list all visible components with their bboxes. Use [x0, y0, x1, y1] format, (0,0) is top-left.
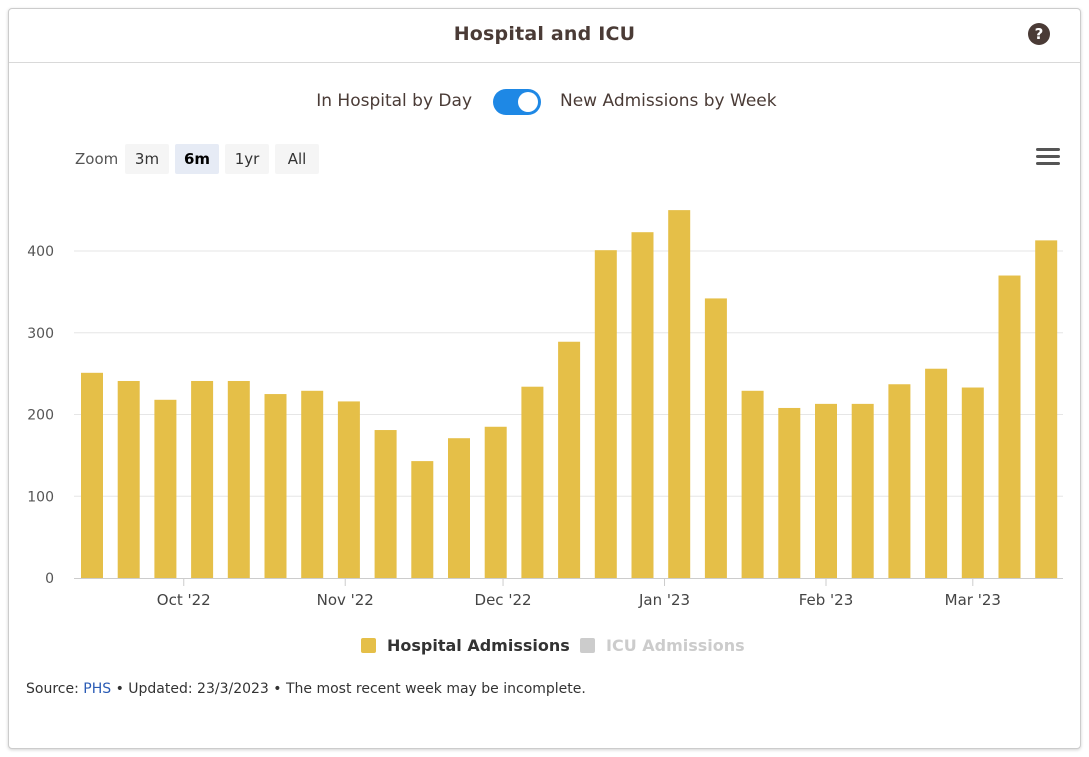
bar[interactable]: [961, 387, 984, 578]
legend-swatch-hospital: [361, 638, 376, 653]
bar[interactable]: [484, 426, 507, 578]
legend-label-hospital: Hospital Admissions: [387, 636, 570, 655]
bar[interactable]: [558, 341, 581, 578]
bar[interactable]: [668, 210, 691, 578]
view-toggle-row: In Hospital by Day New Admissions by Wee…: [9, 89, 1080, 115]
y-tick-label: 100: [27, 489, 54, 505]
toggle-knob: [518, 92, 538, 112]
legend-swatch-icu: [580, 638, 595, 653]
bar[interactable]: [337, 401, 360, 578]
chart-card: Hospital and ICU ? In Hospital by Day Ne…: [8, 8, 1081, 749]
bar[interactable]: [227, 380, 250, 578]
zoom-3m-button[interactable]: 3m: [125, 144, 169, 174]
chart-legend: Hospital Admissions ICU Admissions: [9, 636, 1080, 656]
bar[interactable]: [925, 368, 948, 578]
bar[interactable]: [117, 380, 140, 578]
y-tick-label: 200: [27, 408, 54, 424]
card-header: Hospital and ICU ?: [9, 9, 1080, 63]
bar[interactable]: [264, 394, 287, 578]
toggle-right-label[interactable]: New Admissions by Week: [560, 91, 777, 111]
zoom-label: Zoom: [75, 150, 119, 168]
bar[interactable]: [998, 275, 1021, 578]
zoom-6m-button[interactable]: 6m: [175, 144, 219, 174]
toggle-left-label[interactable]: In Hospital by Day: [316, 91, 472, 111]
source-prefix: Source:: [26, 681, 84, 697]
bar[interactable]: [154, 399, 177, 578]
zoom-1yr-button[interactable]: 1yr: [225, 144, 269, 174]
updated-text: • Updated: 23/3/2023 • The most recent w…: [111, 681, 586, 697]
hamburger-menu-icon[interactable]: [1036, 148, 1060, 168]
y-axis-labels: 0 100 200 300 400: [27, 244, 54, 587]
x-axis-labels: Oct '22 Nov '22 Dec '22 Jan '23 Feb '23 Mar '…: [157, 591, 1001, 609]
bar[interactable]: [191, 380, 214, 578]
x-tick-label: Nov '22: [317, 591, 374, 609]
bar[interactable]: [411, 461, 434, 578]
x-tick-label: Dec '22: [475, 591, 532, 609]
bar[interactable]: [594, 250, 617, 578]
y-tick-label: 400: [27, 244, 54, 260]
bar[interactable]: [521, 386, 544, 578]
x-tick-label: Jan '23: [638, 591, 690, 609]
x-axis: [74, 578, 1063, 586]
bar[interactable]: [815, 403, 837, 578]
bar[interactable]: [1035, 240, 1058, 578]
legend-item-hospital-admissions[interactable]: Hospital Admissions: [361, 636, 570, 656]
bar[interactable]: [81, 372, 103, 578]
bar[interactable]: [374, 430, 397, 578]
bar[interactable]: [741, 390, 764, 578]
bar[interactable]: [704, 298, 727, 578]
legend-item-icu-admissions[interactable]: ICU Admissions: [580, 636, 750, 656]
bar[interactable]: [448, 438, 470, 578]
y-tick-label: 0: [45, 571, 54, 587]
x-tick-label: Feb '23: [799, 591, 854, 609]
source-link[interactable]: PHS: [83, 681, 112, 697]
question-circle-icon[interactable]: ?: [1028, 23, 1050, 45]
bar[interactable]: [851, 403, 874, 578]
legend-label-icu: ICU Admissions: [606, 636, 745, 655]
source-footer: Source: PHS • Updated: 23/3/2023 • The m…: [26, 681, 586, 697]
bar[interactable]: [778, 407, 801, 578]
bar[interactable]: [631, 232, 654, 578]
chart-title: Hospital and ICU: [453, 23, 636, 45]
zoom-all-button[interactable]: All: [275, 144, 319, 174]
x-tick-label: Mar '23: [945, 591, 1001, 609]
y-tick-label: 300: [27, 326, 54, 342]
x-tick-label: Oct '22: [157, 591, 211, 609]
bar[interactable]: [888, 384, 911, 578]
bar[interactable]: [301, 390, 324, 578]
bars: [81, 210, 1058, 578]
view-toggle-switch[interactable]: [493, 89, 541, 115]
